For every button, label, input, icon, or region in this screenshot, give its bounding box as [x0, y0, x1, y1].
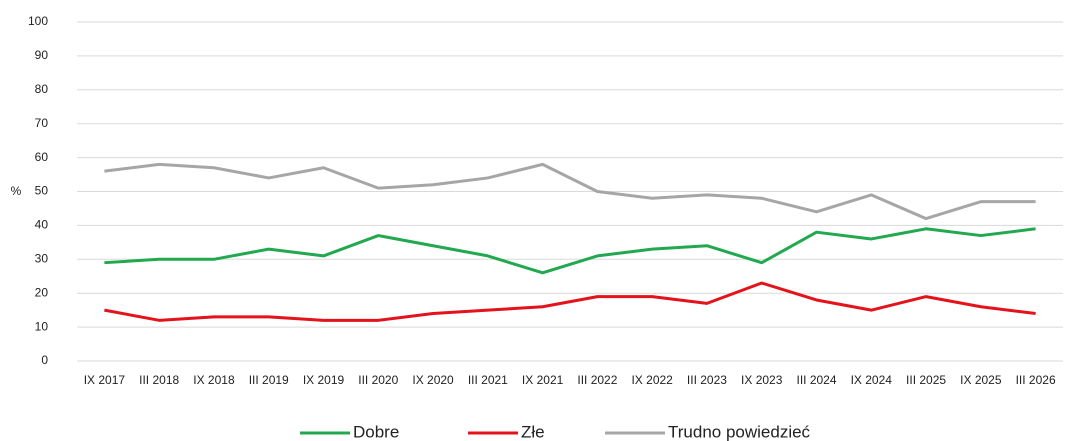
x-tick-label: III 2018 [139, 373, 179, 387]
x-tick-label: IX 2024 [851, 373, 893, 387]
y-tick-label: 20 [35, 285, 49, 299]
y-axis-label: % [11, 184, 22, 198]
x-tick-label: III 2024 [796, 373, 836, 387]
x-tick-label: IX 2022 [631, 373, 673, 387]
legend-text: Trudno powiedzieć [668, 422, 811, 441]
x-tick-label: III 2021 [468, 373, 508, 387]
series-line [104, 227, 1036, 275]
x-tick-label: III 2022 [577, 373, 617, 387]
y-tick-label: 90 [35, 48, 49, 62]
x-tick-label: III 2020 [358, 373, 398, 387]
x-tick-label: IX 2019 [303, 373, 345, 387]
y-tick-label: 70 [35, 116, 49, 130]
legend-text: Złe [521, 422, 545, 441]
series-line [104, 281, 1036, 322]
x-tick-label: III 2026 [1016, 373, 1056, 387]
x-tick-label: IX 2020 [412, 373, 454, 387]
series-line [104, 162, 1036, 221]
y-tick-label: 40 [35, 218, 49, 232]
legend-text: Dobre [353, 422, 399, 441]
y-tick-label: 30 [35, 251, 49, 265]
x-tick-label: III 2023 [687, 373, 727, 387]
y-tick-label: 60 [35, 150, 49, 164]
x-tick-label: IX 2017 [84, 373, 126, 387]
y-tick-label: 10 [35, 319, 49, 333]
x-tick-label: IX 2025 [960, 373, 1002, 387]
x-tick-label: III 2025 [906, 373, 946, 387]
y-tick-label: 100 [28, 14, 48, 28]
y-tick-label: 50 [35, 184, 49, 198]
y-tick-label: 0 [41, 353, 48, 367]
y-tick-label: 80 [35, 82, 49, 96]
x-tick-label: IX 2018 [193, 373, 235, 387]
x-tick-label: IX 2023 [741, 373, 783, 387]
x-tick-label: III 2019 [249, 373, 289, 387]
x-tick-label: IX 2021 [522, 373, 564, 387]
